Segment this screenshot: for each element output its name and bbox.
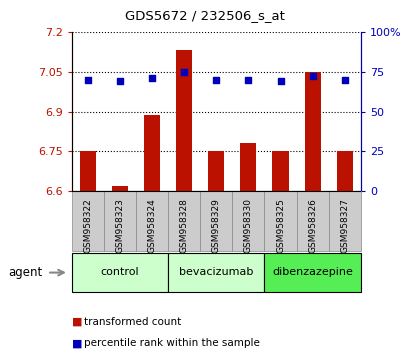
Text: percentile rank within the sample: percentile rank within the sample: [84, 338, 259, 348]
Text: GDS5672 / 232506_s_at: GDS5672 / 232506_s_at: [125, 9, 284, 22]
Text: dibenzazepine: dibenzazepine: [272, 267, 352, 277]
Point: [84, 77, 91, 82]
Text: GSM958326: GSM958326: [308, 198, 316, 253]
Bar: [272, 152, 288, 191]
Text: GSM958327: GSM958327: [339, 198, 348, 253]
Text: bevacizumab: bevacizumab: [179, 267, 253, 277]
Point: [213, 77, 219, 82]
FancyBboxPatch shape: [168, 191, 200, 251]
Bar: [336, 152, 352, 191]
Text: GSM958330: GSM958330: [243, 198, 252, 253]
Bar: [144, 115, 160, 191]
Bar: [208, 152, 224, 191]
Text: GSM958323: GSM958323: [115, 198, 124, 253]
Text: GSM958322: GSM958322: [83, 198, 92, 253]
Bar: [304, 72, 320, 191]
FancyBboxPatch shape: [200, 191, 232, 251]
FancyBboxPatch shape: [72, 253, 168, 292]
Point: [180, 69, 187, 75]
Point: [276, 79, 283, 84]
FancyBboxPatch shape: [264, 253, 360, 292]
Text: control: control: [100, 267, 139, 277]
Bar: [240, 143, 256, 191]
Text: transformed count: transformed count: [84, 317, 181, 327]
Point: [117, 79, 123, 84]
Text: ■: ■: [72, 317, 82, 327]
FancyBboxPatch shape: [168, 253, 264, 292]
FancyBboxPatch shape: [232, 191, 264, 251]
Text: GSM958324: GSM958324: [147, 198, 156, 253]
Text: GSM958328: GSM958328: [179, 198, 188, 253]
Text: GSM958325: GSM958325: [275, 198, 284, 253]
FancyBboxPatch shape: [264, 191, 296, 251]
Text: agent: agent: [8, 266, 43, 279]
Text: GSM958329: GSM958329: [211, 198, 220, 253]
Bar: [80, 152, 96, 191]
Point: [341, 77, 347, 82]
Bar: [176, 51, 192, 191]
Text: ■: ■: [72, 338, 82, 348]
Point: [148, 75, 155, 81]
FancyBboxPatch shape: [103, 191, 136, 251]
FancyBboxPatch shape: [72, 191, 103, 251]
FancyBboxPatch shape: [296, 191, 328, 251]
Bar: [112, 186, 128, 191]
FancyBboxPatch shape: [136, 191, 168, 251]
FancyBboxPatch shape: [328, 191, 360, 251]
Point: [309, 74, 315, 79]
Point: [245, 77, 251, 82]
